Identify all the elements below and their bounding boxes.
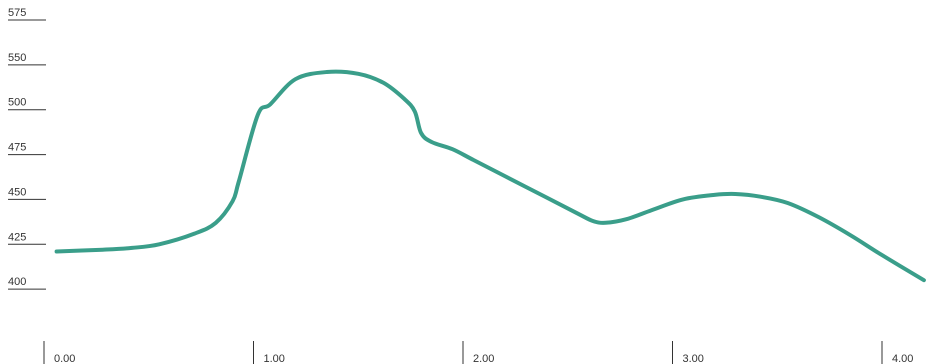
y-tick-label: 450	[8, 186, 26, 198]
series-line	[54, 69, 926, 283]
plot-area	[54, 69, 926, 283]
y-tick-label: 425	[8, 231, 26, 243]
x-axis: 0.00 1.00 2.00 3.00 4.00	[43, 341, 913, 364]
x-tick-label: 0.00	[54, 353, 75, 364]
x-tick-label: 4.00	[892, 353, 913, 364]
x-tick-label: 3.00	[683, 353, 704, 364]
x-tick-label: 2.00	[473, 353, 494, 364]
y-tick-label: 575	[8, 7, 26, 19]
y-tick-label: 500	[8, 97, 26, 109]
y-tick-label: 550	[8, 52, 26, 64]
y-axis: 575 550 500 475 450 425 400	[8, 7, 46, 290]
y-tick-label: 400	[8, 276, 26, 288]
x-tick-label: 1.00	[264, 353, 285, 364]
y-tick-label: 475	[8, 142, 26, 154]
